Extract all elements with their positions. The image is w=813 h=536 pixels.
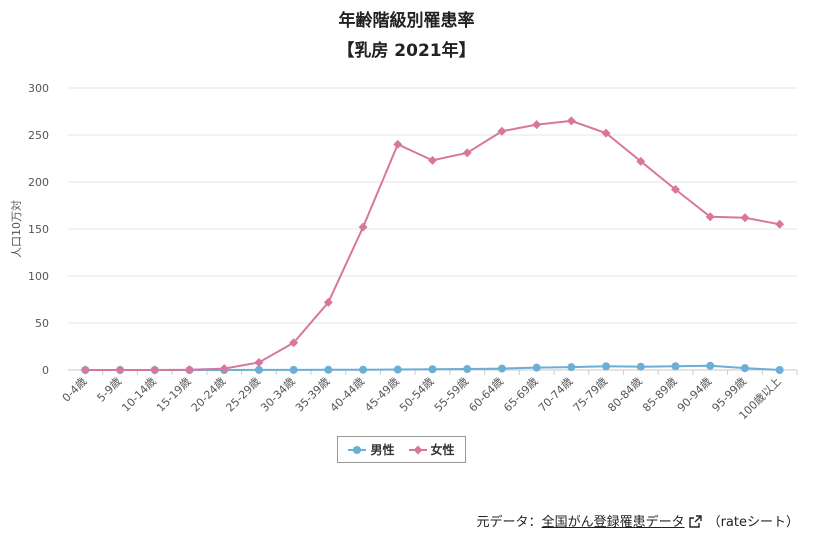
source-suffix: （rateシート） [707, 515, 799, 530]
data-point [254, 357, 264, 367]
legend-label-female: 女性 [430, 443, 455, 457]
legend-item-male[interactable]: 男性 [348, 441, 395, 458]
y-tick-label: 250 [28, 129, 49, 142]
y-tick-label: 100 [28, 270, 49, 283]
y-tick-label: 50 [35, 317, 49, 330]
data-point [497, 364, 506, 373]
data-point [775, 366, 784, 374]
x-tick-label: 60-64歳 [466, 375, 506, 415]
source-prefix: 元データ： [476, 515, 542, 530]
data-point [323, 297, 333, 307]
chart-title: 年齢階級別罹患率 [338, 11, 475, 31]
legend-label-male: 男性 [370, 443, 395, 457]
data-point [254, 365, 263, 374]
data-point [740, 213, 750, 223]
x-tick-label: 0-4歳 [60, 375, 90, 405]
data-point [219, 364, 229, 374]
data-point [324, 365, 333, 374]
data-point [602, 362, 611, 371]
x-tick-label: 45-49歳 [362, 375, 402, 415]
data-point [462, 148, 472, 158]
x-tick-label: 90-94歳 [675, 375, 715, 415]
data-point [359, 365, 368, 374]
data-point [601, 128, 611, 138]
data-point [428, 365, 437, 374]
data-point [428, 155, 437, 165]
x-tick-label: 55-59歳 [432, 375, 472, 415]
x-tick-label: 25-29歳 [223, 375, 263, 415]
x-tick-label: 75-79歳 [571, 375, 611, 415]
data-point [566, 116, 576, 126]
data-point [393, 139, 403, 149]
data-point [636, 156, 646, 166]
circle-marker-icon [348, 445, 367, 455]
data-point [775, 219, 785, 229]
source-note: 元データ：全国がん登録罹患データ （rateシート） [477, 511, 799, 530]
diamond-marker-icon [408, 444, 427, 455]
data-point [671, 185, 680, 195]
external-link-icon[interactable] [688, 515, 702, 528]
data-point [393, 365, 402, 374]
y-tick-label: 300 [28, 82, 49, 95]
data-point [740, 364, 749, 373]
x-tick-label: 85-89歳 [640, 375, 680, 415]
x-tick-label: 65-69歳 [501, 375, 541, 415]
x-tick-label: 5-9歳 [95, 375, 125, 405]
data-point [706, 361, 715, 370]
x-tick-label: 50-54歳 [397, 375, 437, 415]
x-tick-label: 80-84歳 [605, 375, 645, 415]
data-point [150, 365, 160, 375]
data-point [358, 222, 368, 232]
y-tick-label: 0 [42, 364, 49, 377]
y-tick-label: 200 [28, 176, 49, 189]
data-point [532, 363, 541, 372]
data-point [497, 126, 507, 136]
data-point [80, 365, 90, 375]
data-point [567, 363, 576, 372]
x-tick-label: 70-74歳 [536, 375, 576, 415]
data-point [289, 338, 299, 348]
data-point [636, 362, 645, 371]
source-link[interactable]: 全国がん登録罹患データ [541, 515, 685, 530]
data-point [463, 365, 472, 374]
data-point [115, 365, 125, 375]
x-tick-label: 35-39歳 [293, 375, 333, 415]
y-axis-label: 人口10万対 [9, 200, 23, 258]
data-point [671, 362, 680, 371]
data-point [705, 212, 715, 222]
line-chart: 0 50 100 150 200 250 300 人口10万対 0-4歳 5-9歳10-14歳15… [9, 82, 798, 422]
y-tick-label: 150 [28, 223, 49, 236]
x-tick-label: 30-34歳 [258, 375, 298, 415]
x-tick-label: 20-24歳 [189, 375, 229, 415]
data-point [532, 120, 542, 130]
chart-subtitle: 【乳房 2021年】 [337, 41, 476, 61]
x-tick-label: 10-14歳 [119, 375, 159, 415]
x-tick-label: 15-19歳 [154, 375, 194, 415]
chart-legend: 男性 女性 [337, 436, 466, 463]
legend-item-female[interactable]: 女性 [408, 441, 455, 458]
x-tick-label: 40-44歳 [328, 375, 368, 415]
data-point [289, 365, 298, 374]
data-point [185, 365, 194, 375]
